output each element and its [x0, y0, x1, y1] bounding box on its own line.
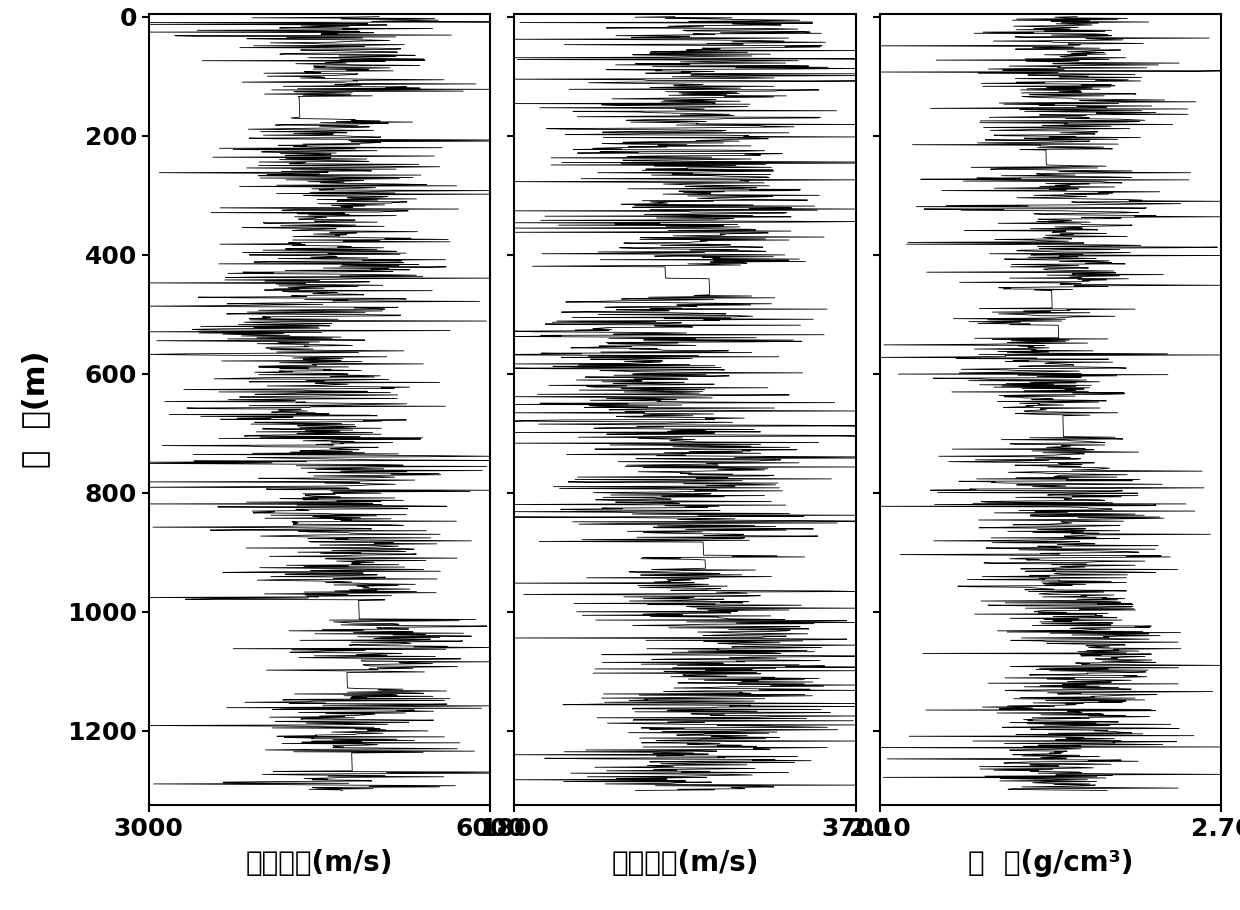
X-axis label: 横波速度(m/s): 横波速度(m/s)	[611, 850, 759, 877]
X-axis label: 纵波速度(m/s): 纵波速度(m/s)	[246, 850, 393, 877]
X-axis label: 密  度(g/cm³): 密 度(g/cm³)	[968, 850, 1133, 877]
Y-axis label: 深  度(m): 深 度(m)	[21, 350, 51, 469]
